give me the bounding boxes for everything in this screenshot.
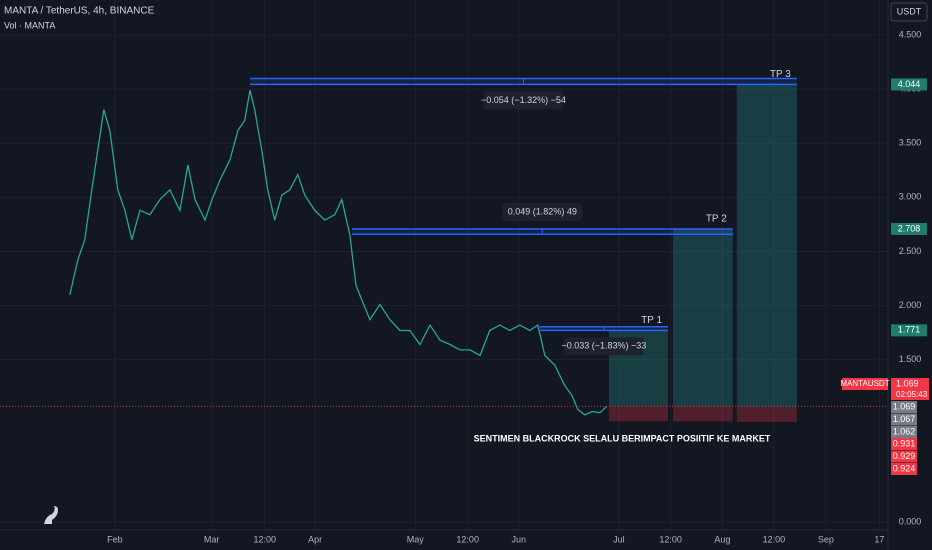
y-tick-label: 3.000 (899, 192, 922, 202)
currency-label[interactable]: USDT (897, 6, 922, 16)
target-tag-label: 1.771 (898, 325, 921, 335)
currency-button[interactable] (890, 2, 928, 22)
x-tick-label: Jun (512, 534, 527, 544)
measure-label-box (483, 91, 564, 110)
last-price-tag (891, 378, 929, 400)
grid (0, 0, 888, 530)
stop-tag-label: 0.929 (893, 451, 916, 461)
x-tick-label: May (407, 534, 425, 544)
y-tick-label: 2.500 (899, 246, 922, 256)
entry-tag-label: 1.069 (893, 401, 916, 411)
x-tick-label: Feb (107, 534, 123, 544)
target-label: TP 1 (641, 315, 662, 326)
entry-tag-label: 1.067 (893, 414, 916, 424)
target-tag (891, 324, 927, 337)
last-price-label: 1.069 (896, 378, 919, 388)
y-tick-label: 3.500 (899, 138, 922, 148)
measure-label-box (502, 202, 583, 221)
x-tick-label: 17 (874, 534, 884, 544)
entry-tag (891, 426, 917, 438)
target-tag (891, 222, 927, 235)
loss-zone (673, 406, 733, 422)
target-label: TP 2 (706, 214, 727, 225)
symbol-title: MANTA / TetherUS, 4h, BINANCE (4, 6, 155, 17)
measure-label: −0.033 (−1.83%) −33 (561, 341, 646, 351)
profit-zone (673, 228, 733, 407)
plot: TP 1 TP 2 TP 3 −0.054 (−1.32%) −54 0.049 (1.… (0, 69, 888, 443)
x-tick-label: Aug (714, 534, 730, 544)
symbol-tag (842, 378, 888, 390)
y-tick-label: 0.000 (899, 516, 922, 526)
logo[interactable] (44, 506, 58, 524)
stop-tag-label: 0.931 (893, 438, 916, 448)
target-tag (891, 78, 927, 91)
stop-tag (891, 463, 917, 475)
target-label: TP 3 (770, 69, 791, 80)
x-tick-label: Sep (818, 534, 834, 544)
measure-label: 0.049 (1.82%) 49 (508, 206, 577, 216)
volume-label: Vol · MANTA (4, 20, 55, 30)
annotation: SENTIMEN BLACKROCK SELALU BERIMPACT POSI… (474, 433, 771, 443)
countdown: 02:05:43 (896, 390, 928, 399)
entry-tag (891, 413, 917, 426)
x-tick-label: Apr (308, 534, 322, 544)
stop-tag (891, 438, 917, 450)
x-tick-label: 12:00 (253, 534, 276, 544)
y-tick-label: 4.500 (899, 29, 922, 39)
stop-tag (891, 450, 917, 463)
x-tick-label: 12:00 (763, 534, 786, 544)
x-tick-label: 12:00 (456, 534, 479, 544)
stop-tag-label: 0.924 (893, 463, 916, 473)
loss-zone (608, 406, 669, 422)
target-tag-label: 2.708 (898, 223, 921, 233)
entry-tag-label: 1.062 (893, 426, 916, 436)
profit-zone (736, 84, 797, 408)
x-tick-label: Jul (613, 534, 625, 544)
axes: 0.0001.5002.0002.5003.0003.5004.0004.500… (107, 29, 929, 544)
price-line (69, 90, 608, 416)
measure-label: −0.054 (−1.32%) −54 (481, 95, 566, 105)
x-tick-label: Mar (204, 534, 220, 544)
y-tick-label: 1.500 (899, 354, 922, 364)
entry-tag (891, 401, 917, 413)
symbol-tag-label: MANTAUSDT (840, 379, 889, 388)
measure-label-box (563, 337, 644, 356)
y-tick-label: 2.000 (899, 300, 922, 310)
target-tag-label: 4.044 (898, 79, 921, 89)
loss-zone (736, 407, 797, 423)
x-tick-label: 12:00 (659, 534, 682, 544)
